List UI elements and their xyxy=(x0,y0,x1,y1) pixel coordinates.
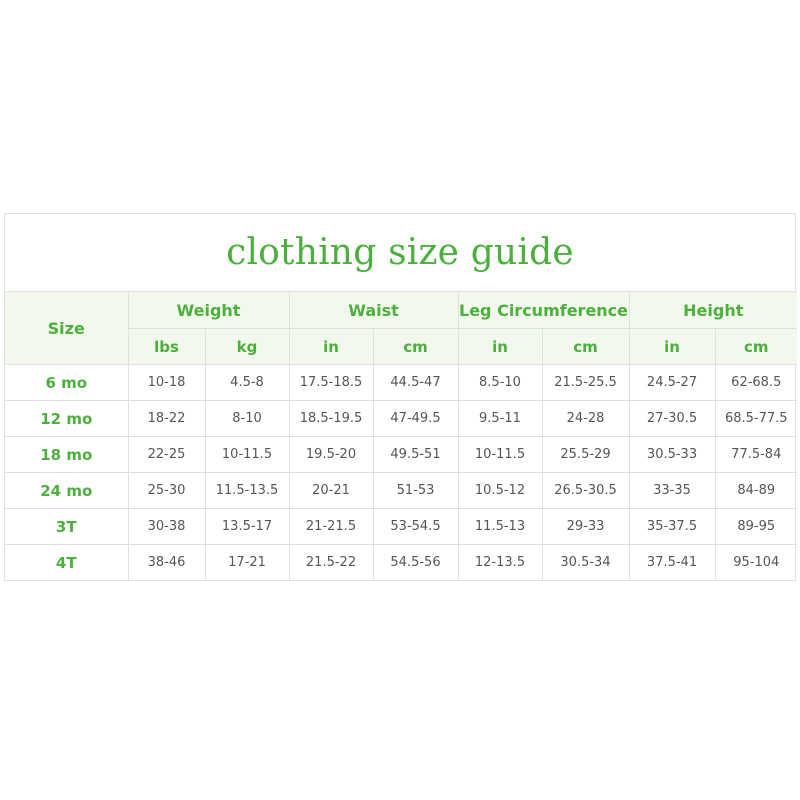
table-cell: 51-53 xyxy=(372,472,459,509)
table-cell: 10-11.5 xyxy=(204,436,290,473)
size-cell: 12 mo xyxy=(5,400,129,437)
unit-header-waist-cm: cm xyxy=(372,328,459,365)
table-cell: 54.5-56 xyxy=(372,544,459,580)
size-cell: 24 mo xyxy=(5,472,129,509)
table-cell: 44.5-47 xyxy=(372,364,459,401)
size-cell: 6 mo xyxy=(5,364,129,401)
table-cell: 13.5-17 xyxy=(204,508,290,545)
table-cell: 33-35 xyxy=(628,472,716,509)
table-cell: 10.5-12 xyxy=(457,472,543,509)
group-header-leg-circumference: Leg Circumference xyxy=(457,292,630,329)
table-cell: 84-89 xyxy=(714,472,798,509)
size-cell: 3T xyxy=(5,508,129,545)
table-cell: 25-30 xyxy=(127,472,206,509)
table-cell: 53-54.5 xyxy=(372,508,459,545)
table-cell: 30.5-34 xyxy=(541,544,630,580)
table-cell: 26.5-30.5 xyxy=(541,472,630,509)
table-cell: 25.5-29 xyxy=(541,436,630,473)
table-cell: 8-10 xyxy=(204,400,290,437)
table-cell: 21.5-22 xyxy=(288,544,374,580)
table-cell: 22-25 xyxy=(127,436,206,473)
unit-header-lbs: lbs xyxy=(128,328,206,365)
unit-header-leg-in: in xyxy=(457,328,543,365)
table-cell: 20-21 xyxy=(288,472,374,509)
table-cell: 24-28 xyxy=(541,400,630,437)
unit-header-height-cm: cm xyxy=(714,328,798,365)
table-row: 3T 30-38 13.5-17 21-21.5 53-54.5 11.5-13… xyxy=(5,508,798,545)
table-cell: 17-21 xyxy=(204,544,290,580)
size-column-header: Size xyxy=(5,292,129,365)
table-row: 12 mo 18-22 8-10 18.5-19.5 47-49.5 9.5-1… xyxy=(5,400,798,437)
table-row: 18 mo 22-25 10-11.5 19.5-20 49.5-51 10-1… xyxy=(5,436,798,473)
table-cell: 29-33 xyxy=(541,508,630,545)
table-cell: 21.5-25.5 xyxy=(541,364,630,401)
group-header-weight: Weight xyxy=(127,292,290,329)
table-cell: 12-13.5 xyxy=(457,544,543,580)
group-header-waist: Waist xyxy=(288,292,459,329)
table-cell: 77.5-84 xyxy=(714,436,798,473)
table-header: Size Weight Waist Leg Circumference Heig… xyxy=(5,292,798,365)
table-cell: 11.5-13.5 xyxy=(204,472,290,509)
table-row: 6 mo 10-18 4.5-8 17.5-18.5 44.5-47 8.5-1… xyxy=(5,364,798,401)
table-cell: 89-95 xyxy=(714,508,798,545)
table-cell: 19.5-20 xyxy=(288,436,374,473)
table-cell: 27-30.5 xyxy=(628,400,716,437)
table-cell: 37.5-41 xyxy=(628,544,716,580)
table-cell: 18-22 xyxy=(127,400,206,437)
group-header-height: Height xyxy=(628,292,798,329)
size-table: Size Weight Waist Leg Circumference Heig… xyxy=(5,292,798,580)
table-cell: 24.5-27 xyxy=(628,364,716,401)
size-cell: 18 mo xyxy=(5,436,129,473)
unit-header-kg: kg xyxy=(204,328,290,365)
table-cell: 68.5-77.5 xyxy=(714,400,798,437)
table-cell: 47-49.5 xyxy=(372,400,459,437)
table-cell: 30.5-33 xyxy=(628,436,716,473)
table-cell: 95-104 xyxy=(714,544,798,580)
table-cell: 11.5-13 xyxy=(457,508,543,545)
table-cell: 4.5-8 xyxy=(204,364,290,401)
table-cell: 21-21.5 xyxy=(288,508,374,545)
table-cell: 30-38 xyxy=(127,508,206,545)
size-guide: clothing size guide Size Weight Waist Le… xyxy=(4,213,798,581)
table-cell: 10-11.5 xyxy=(457,436,543,473)
guide-title: clothing size guide xyxy=(5,214,795,292)
table-cell: 8.5-10 xyxy=(457,364,543,401)
table-cell: 18.5-19.5 xyxy=(288,400,374,437)
unit-header-height-in: in xyxy=(628,328,716,365)
table-cell: 49.5-51 xyxy=(372,436,459,473)
unit-header-leg-cm: cm xyxy=(541,328,630,365)
table-cell: 35-37.5 xyxy=(628,508,716,545)
table-cell: 17.5-18.5 xyxy=(288,364,374,401)
unit-header-waist-in: in xyxy=(288,328,374,365)
size-cell: 4T xyxy=(5,544,129,580)
table-row: 4T 38-46 17-21 21.5-22 54.5-56 12-13.5 3… xyxy=(5,544,798,580)
table-cell: 9.5-11 xyxy=(457,400,543,437)
table-cell: 10-18 xyxy=(127,364,206,401)
table-body: 6 mo 10-18 4.5-8 17.5-18.5 44.5-47 8.5-1… xyxy=(5,364,798,580)
table-cell: 62-68.5 xyxy=(714,364,798,401)
table-row: 24 mo 25-30 11.5-13.5 20-21 51-53 10.5-1… xyxy=(5,472,798,509)
table-cell: 38-46 xyxy=(127,544,206,580)
